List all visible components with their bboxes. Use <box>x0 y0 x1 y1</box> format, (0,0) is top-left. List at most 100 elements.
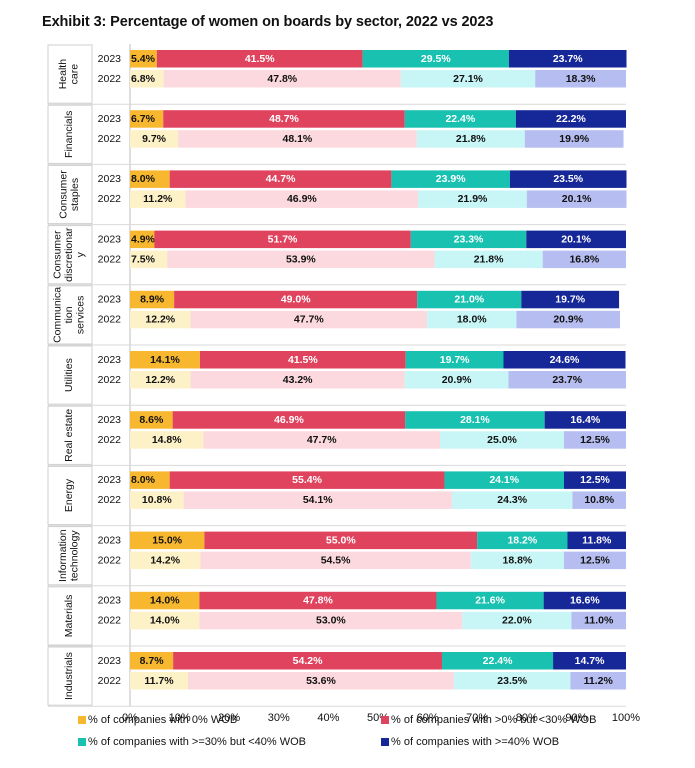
data-label: 6.8% <box>131 73 156 85</box>
data-label: 21.8% <box>456 133 486 145</box>
data-label: 8.0% <box>131 173 156 185</box>
bar-segment <box>508 371 626 389</box>
bar-segment <box>509 170 627 188</box>
sector-label: care <box>69 64 81 85</box>
data-label: 25.0% <box>487 434 517 446</box>
bar-segment <box>130 190 186 208</box>
year-label: 2022 <box>98 314 122 326</box>
bar-segment <box>130 250 168 269</box>
bar-segment <box>169 170 392 188</box>
year-label: 2023 <box>98 53 122 65</box>
data-label: 5.4% <box>131 53 156 65</box>
year-label: 2023 <box>98 173 122 185</box>
data-label: 53.6% <box>306 675 336 687</box>
data-label: 12.5% <box>580 554 610 566</box>
legend-label: % of companies with >=30% but <40% WOB <box>88 736 306 748</box>
data-label: 12.5% <box>580 434 610 446</box>
data-label: 24.3% <box>497 494 527 506</box>
bar-segment <box>130 70 164 88</box>
data-label: 19.9% <box>559 133 589 145</box>
data-label: 47.8% <box>267 73 297 85</box>
data-label: 44.7% <box>266 173 296 185</box>
bar-segment <box>515 110 626 128</box>
data-label: 16.4% <box>570 414 600 426</box>
data-label: 21.0% <box>454 294 484 306</box>
data-label: 55.0% <box>326 534 356 546</box>
year-label: 2022 <box>98 374 122 386</box>
sector-label: Energy <box>63 478 75 512</box>
bar-segment <box>543 591 626 610</box>
bar-segment <box>130 230 155 249</box>
bar-segment <box>470 551 564 570</box>
bar-segment <box>427 310 517 329</box>
data-label: 14.2% <box>150 554 180 566</box>
data-label: 23.3% <box>454 233 484 245</box>
bar-segment <box>130 371 191 389</box>
bar-segment <box>362 50 509 68</box>
bar-segment <box>130 290 175 309</box>
data-label: 15.0% <box>152 534 182 546</box>
data-label: 4.9% <box>131 233 156 245</box>
data-label: 49.0% <box>281 294 311 306</box>
bar-segment <box>570 672 626 690</box>
data-label: 22.0% <box>502 615 532 627</box>
data-label: 24.1% <box>489 474 519 486</box>
data-label: 47.7% <box>307 434 337 446</box>
data-label: 27.1% <box>453 73 483 85</box>
bar-segment <box>564 471 626 489</box>
bar-segment <box>185 190 419 208</box>
x-tick-label: 70% <box>466 712 488 724</box>
data-label: 29.5% <box>421 53 451 65</box>
data-label: 23.7% <box>553 53 583 65</box>
year-label: 2022 <box>98 253 122 265</box>
data-label: 10.8% <box>142 494 172 506</box>
data-label: 48.1% <box>283 133 313 145</box>
bar-segment <box>553 652 626 670</box>
bar-segment <box>199 351 406 369</box>
bar-segment <box>154 230 411 249</box>
bar-segment <box>130 110 164 128</box>
bar-segment <box>130 551 201 570</box>
sector-label-box <box>47 225 93 285</box>
bar-segment <box>130 591 200 610</box>
sector-label: Materials <box>63 595 75 638</box>
data-label: 18.3% <box>566 73 596 85</box>
data-label: 22.4% <box>445 113 475 125</box>
sector-label: Financials <box>63 111 75 158</box>
sector-label: discretionar <box>63 227 75 282</box>
data-label: 14.1% <box>150 354 180 366</box>
x-tick-label: 0% <box>122 712 138 724</box>
bar-segment <box>404 110 516 128</box>
sector-label: Health <box>57 59 69 90</box>
bar-segment <box>130 411 173 429</box>
data-label: 8.6% <box>139 414 164 426</box>
legend-label: % of companies with 0% WOB <box>88 714 237 726</box>
sector-label-box <box>47 405 93 465</box>
bar-segment <box>400 70 536 88</box>
chart-title: Exhibit 3: Percentage of women on boards… <box>42 14 494 30</box>
bar-segment <box>567 531 626 550</box>
data-label: 11.2% <box>584 675 614 687</box>
data-label: 41.5% <box>288 354 318 366</box>
data-label: 20.9% <box>442 374 472 386</box>
sector-label: Consumer <box>57 170 69 219</box>
sector-label-box <box>47 646 93 706</box>
year-label: 2023 <box>98 113 122 125</box>
year-label: 2023 <box>98 534 122 546</box>
x-tick-label: 80% <box>516 712 538 724</box>
data-label: 54.2% <box>293 655 323 667</box>
data-label: 51.7% <box>268 233 298 245</box>
bar-segment <box>130 531 205 550</box>
data-label: 7.5% <box>131 253 156 265</box>
data-label: 20.1% <box>562 193 592 205</box>
data-label: 14.7% <box>575 655 605 667</box>
sector-label: tion <box>63 306 75 323</box>
bar-segment <box>521 290 620 309</box>
data-label: 16.8% <box>569 253 599 265</box>
bar-segment <box>571 611 626 630</box>
x-tick-label: 90% <box>565 712 587 724</box>
year-label: 2022 <box>98 434 122 446</box>
bar-segment <box>203 431 440 449</box>
data-label: 11.7% <box>144 675 174 687</box>
